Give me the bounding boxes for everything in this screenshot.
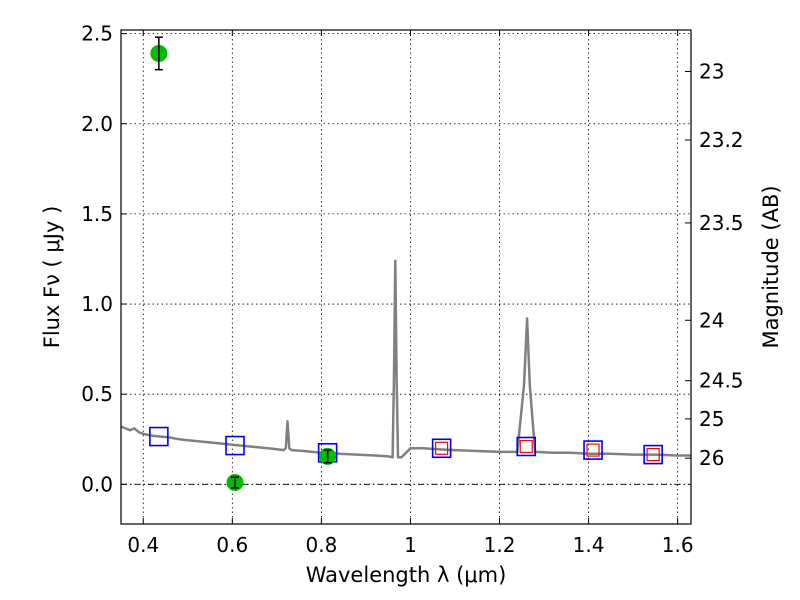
y-tick-label: 1.0 [81, 292, 113, 316]
model-box-marker [583, 440, 603, 460]
y-tick-label: 1.5 [81, 202, 113, 226]
x-tick-label: 0.4 [127, 533, 159, 557]
right-tick-label: 23.2 [699, 128, 744, 152]
right-tick-label: 23 [699, 59, 724, 83]
model-box-marker [516, 436, 537, 457]
model-box-marker [149, 426, 169, 447]
y-tick-label: 2.5 [81, 22, 113, 46]
model-inner-marker [519, 439, 533, 454]
y-tick-label: 2.0 [81, 112, 113, 136]
plot-series [120, 36, 691, 492]
x-tick-label: 1.2 [484, 533, 516, 557]
y-tick-label: 0.5 [81, 382, 113, 406]
model-inner-marker [586, 443, 600, 457]
plot-frame [120, 29, 692, 525]
grid [121, 30, 691, 524]
model-box-marker [643, 444, 663, 465]
x-axis-label: Wavelength λ (μm) [306, 563, 507, 587]
right-tick-label: 23.5 [699, 211, 744, 235]
model-inner-marker [435, 441, 449, 455]
model-box-marker [225, 435, 245, 456]
right-tick-label: 25 [699, 407, 724, 431]
model-box-marker [431, 438, 452, 459]
x-tick-label: 0.8 [305, 533, 337, 557]
x-tick-label: 0.6 [216, 533, 248, 557]
x-tick-label: 1 [404, 533, 417, 557]
axis-ticks: 0.4 0.6 0.8 1 1.2 1.4 1.6 0.0 0.5 1.0 1.5 2.0 2.5 23 2… [81, 22, 743, 557]
model-inner-marker [646, 447, 660, 462]
y-axis-label: Flux Fν ( μJy ) [40, 206, 64, 349]
x-tick-label: 1.6 [662, 533, 694, 557]
right-tick-label: 26 [699, 446, 724, 470]
right-tick-label: 24.5 [699, 369, 744, 393]
right-tick-label: 24 [699, 308, 724, 332]
x-tick-label: 1.4 [573, 533, 605, 557]
right-axis-label: Magnitude (AB) [759, 185, 783, 348]
spectrum-line [120, 259, 691, 459]
y-tick-label: 0.0 [81, 472, 113, 496]
